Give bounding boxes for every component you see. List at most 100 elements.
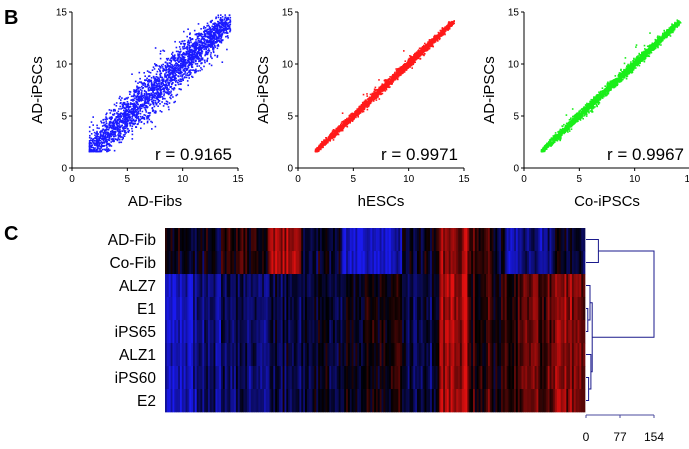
scatter-point	[404, 60, 407, 62]
scatter-point	[344, 121, 346, 124]
scatter-point	[123, 98, 126, 101]
scatter-point	[117, 116, 119, 119]
scatter-point	[135, 102, 138, 104]
scatter-point	[112, 113, 114, 116]
scatter-point	[206, 22, 209, 25]
scatter-point	[414, 61, 416, 63]
scatter-point	[165, 88, 168, 91]
scatter-point	[137, 82, 139, 84]
scatter-point	[94, 140, 96, 142]
scatter-point	[177, 58, 179, 61]
scatter-point	[185, 52, 188, 55]
scatter-point	[409, 66, 411, 68]
scatter-point	[346, 125, 349, 128]
scatter-point	[179, 50, 182, 53]
scatter-point	[198, 43, 201, 46]
scatter-point	[104, 137, 107, 140]
scatter-point	[375, 99, 378, 101]
scatter-point	[152, 84, 155, 86]
scatter-point	[222, 23, 224, 25]
scatter-point	[199, 33, 201, 35]
scatter-point	[188, 46, 191, 49]
scatter-point	[204, 47, 206, 49]
scatter-point	[154, 100, 157, 102]
scatter-point	[194, 63, 197, 65]
scatter-point	[124, 122, 126, 124]
scatter-point	[158, 86, 160, 88]
scatter-point	[118, 135, 120, 138]
scatter-point	[122, 119, 124, 122]
scatter-point	[389, 80, 392, 82]
scatter-point	[191, 69, 193, 71]
scatter-point	[172, 71, 175, 74]
scatter-point	[184, 43, 186, 45]
scatter-point	[147, 115, 149, 117]
scatter-point	[94, 137, 96, 139]
scatter-point	[155, 92, 157, 94]
scatter-point	[183, 45, 186, 48]
scatter-point	[136, 106, 138, 108]
scatter-point	[134, 80, 137, 83]
scatter-point	[208, 48, 210, 50]
scatter-point	[389, 76, 391, 78]
scatter-point	[190, 49, 192, 52]
scatter-point	[108, 109, 111, 111]
scatter-point	[144, 105, 147, 107]
scatter-point	[196, 65, 198, 67]
scatter-point	[154, 102, 157, 104]
scatter-point	[141, 85, 143, 88]
scatter-point	[185, 69, 188, 71]
scatter-point	[186, 53, 189, 55]
scatter-point	[128, 90, 131, 93]
scatter-point	[199, 45, 201, 48]
scatter-point	[150, 98, 152, 101]
scatter-point	[207, 49, 209, 52]
scatter-point	[386, 80, 388, 82]
scatter-point	[172, 89, 175, 91]
scatter-point	[215, 25, 218, 27]
scatter-point	[168, 88, 170, 91]
scatter-point	[353, 116, 356, 119]
scatter-point	[108, 145, 111, 147]
scatter-point	[179, 78, 182, 81]
scatter-point	[208, 32, 210, 35]
scatter-point	[109, 132, 112, 135]
scatter-point	[206, 59, 208, 61]
scatter-point	[177, 54, 180, 57]
scatter-point	[173, 59, 176, 62]
scatter-point	[129, 119, 132, 122]
scatter-point	[371, 94, 374, 97]
scatter-point	[149, 112, 152, 114]
scatter-point	[229, 20, 232, 22]
scatter-point	[104, 131, 107, 133]
scatter-point	[116, 124, 119, 127]
scatter-point	[120, 99, 122, 101]
scatter-point	[193, 56, 195, 58]
scatter-point	[221, 16, 224, 18]
scatter-point	[368, 100, 370, 102]
scatter-point	[168, 73, 170, 75]
scatter-point	[97, 144, 100, 147]
scatter-point	[191, 61, 193, 64]
scatter-point	[407, 59, 409, 62]
scatter-point	[384, 81, 387, 84]
scatter-point	[145, 91, 147, 93]
scatter-point	[122, 112, 125, 115]
scatter-point	[120, 112, 122, 115]
scatter-point	[185, 76, 188, 79]
scatter-point	[156, 78, 159, 81]
scatter-point	[144, 75, 146, 77]
scatter-point	[219, 34, 221, 36]
scatter-point	[96, 133, 98, 136]
scatter-point	[214, 54, 216, 57]
scatter-point	[108, 137, 111, 140]
scatter-point	[133, 110, 135, 112]
scatter-point	[190, 44, 193, 47]
scatter-point	[141, 115, 144, 118]
scatter-point	[154, 47, 157, 49]
scatter-point	[167, 57, 170, 60]
scatter-point	[148, 84, 150, 87]
scatter-point	[144, 95, 146, 97]
scatter-point	[189, 37, 191, 39]
